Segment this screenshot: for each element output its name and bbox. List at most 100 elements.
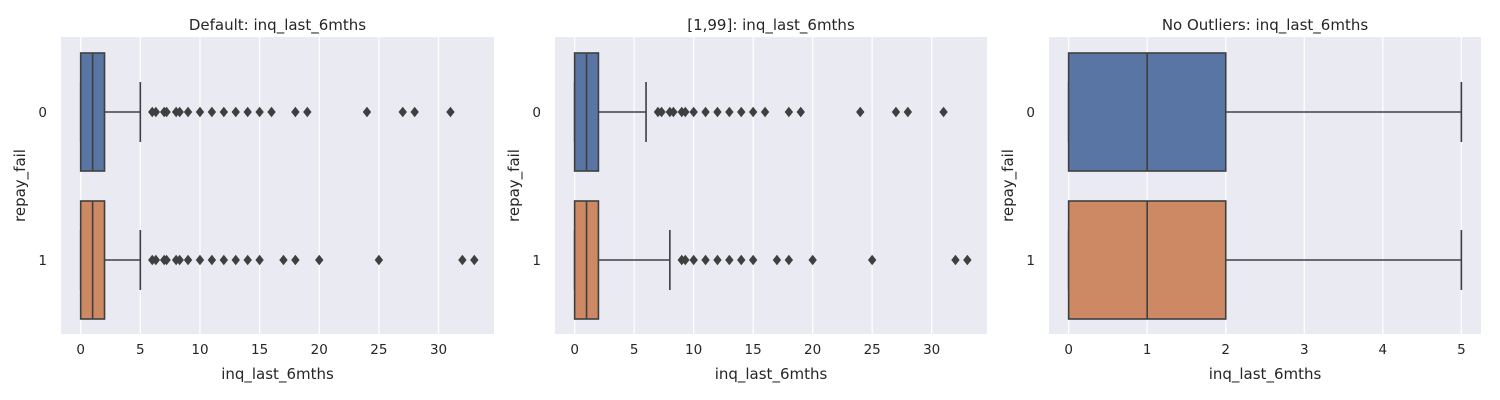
outlier-point <box>410 106 419 118</box>
outlier-point <box>151 106 161 118</box>
outlier-point <box>725 254 734 266</box>
y-axis-label: repay_fail <box>999 149 1018 222</box>
x-axis-label: inq_last_6mths <box>1209 365 1322 384</box>
x-tick-label: 3 <box>1300 342 1309 358</box>
outlier-point <box>243 254 252 266</box>
outlier-point <box>891 106 901 118</box>
outlier-point <box>162 106 171 118</box>
outlier-point <box>701 106 710 118</box>
x-tick-label: 0 <box>1064 342 1073 358</box>
outlier-point <box>867 254 877 266</box>
outlier-point <box>219 106 229 118</box>
x-tick-label: 20 <box>804 342 821 358</box>
x-tick-label: 10 <box>191 342 208 358</box>
y-tick-label: 0 <box>38 105 47 121</box>
x-tick-label: 0 <box>76 342 85 358</box>
outlier-point <box>219 254 229 266</box>
chart-title: [1,99]: inq_last_6mths <box>687 16 855 35</box>
outlier-point <box>737 254 746 266</box>
y-axis-label: repay_fail <box>505 149 524 222</box>
x-tick-label: 30 <box>430 342 447 358</box>
x-axis-label: inq_last_6mths <box>221 365 334 384</box>
outlier-point <box>207 106 217 118</box>
x-tick-label: 15 <box>745 342 762 358</box>
box-0 <box>573 52 948 172</box>
chart-panel-2: 010 5 10 15 20 25 30[1,99]: inq_last_6mthsinq_… <box>505 16 987 384</box>
x-tick-label: 25 <box>864 342 881 358</box>
outlier-point <box>796 106 805 118</box>
y-tick-label: 1 <box>532 253 541 269</box>
outlier-point <box>183 106 193 118</box>
chart-title: Default: inq_last_6mths <box>189 16 366 35</box>
x-tick-label: 15 <box>251 342 268 358</box>
outlier-point <box>760 106 770 118</box>
outlier-point <box>195 106 205 118</box>
x-tick-label: 20 <box>311 342 328 358</box>
outlier-point <box>737 106 746 118</box>
box-1 <box>1067 200 1463 320</box>
plot-background <box>555 37 987 334</box>
x-tick-label: 30 <box>923 342 940 358</box>
outlier-point <box>951 254 960 266</box>
y-tick-label: 0 <box>532 105 541 121</box>
plot-background <box>61 37 494 334</box>
outlier-point <box>748 254 758 266</box>
box-1 <box>573 200 972 320</box>
outlier-point <box>255 106 264 118</box>
x-axis-label: inq_last_6mths <box>715 365 828 384</box>
outlier-point <box>470 254 479 266</box>
outlier-point <box>725 106 734 118</box>
outlier-point <box>713 254 722 266</box>
outlier-point <box>963 254 972 266</box>
outlier-point <box>689 254 698 266</box>
outlier-point <box>669 106 678 118</box>
outlier-point <box>681 254 690 266</box>
outlier-point <box>748 106 758 118</box>
outlier-point <box>458 254 467 266</box>
outlier-point <box>291 106 300 118</box>
outlier-point <box>207 254 217 266</box>
x-tick-label: 5 <box>136 342 145 358</box>
x-tick-label: 10 <box>685 342 702 358</box>
box-0 <box>1067 52 1463 172</box>
box-0 <box>79 52 455 172</box>
outlier-point <box>657 106 666 118</box>
outlier-point <box>713 106 722 118</box>
outlier-point <box>151 254 161 266</box>
outlier-point <box>315 254 324 266</box>
x-tick-label: 5 <box>1457 342 1466 358</box>
outlier-point <box>255 254 264 266</box>
outlier-point <box>267 106 276 118</box>
outlier-point <box>231 254 240 266</box>
outlier-point <box>303 106 312 118</box>
x-tick-label: 4 <box>1379 342 1388 358</box>
chart-panel-3: 0 1 0 1 2 3 4 5 No Outliers: inq_last_6mths inq_l… <box>999 16 1481 384</box>
outlier-point <box>183 254 193 266</box>
y-tick-label: 1 <box>38 253 47 269</box>
x-tick-label: 0 <box>570 342 579 358</box>
outlier-point <box>291 254 300 266</box>
outlier-point <box>939 106 948 118</box>
outlier-point <box>231 106 240 118</box>
outlier-point <box>446 106 455 118</box>
outlier-point <box>279 254 288 266</box>
outlier-point <box>398 106 407 118</box>
x-tick-label: 5 <box>630 342 639 358</box>
outlier-point <box>701 254 710 266</box>
y-tick-label: 1 <box>1026 253 1035 269</box>
outlier-point <box>362 106 372 118</box>
outlier-point <box>772 254 782 266</box>
outlier-point <box>856 106 865 118</box>
outlier-point <box>175 254 184 266</box>
outlier-point <box>784 106 794 118</box>
x-tick-label: 2 <box>1221 342 1230 358</box>
outlier-point <box>175 106 184 118</box>
x-tick-label: 25 <box>370 342 387 358</box>
outlier-point <box>243 106 252 118</box>
box-1 <box>79 200 479 320</box>
outlier-point <box>808 254 817 266</box>
y-axis-label: repay_fail <box>11 149 30 222</box>
outlier-point <box>195 254 205 266</box>
y-tick-label: 0 <box>1026 105 1035 121</box>
